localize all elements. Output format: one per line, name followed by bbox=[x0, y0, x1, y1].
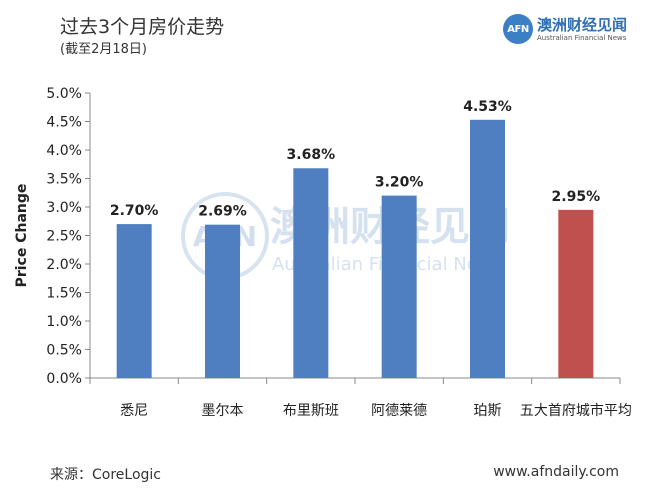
y-tick-label: 1.5% bbox=[46, 286, 82, 302]
chart-subtitle: (截至2月18日) bbox=[60, 42, 147, 57]
chart-title: 过去3个月房价走势 bbox=[60, 16, 225, 38]
data-label: 4.53% bbox=[463, 99, 512, 115]
y-tick-label: 4.5% bbox=[46, 115, 82, 131]
data-label: 2.69% bbox=[198, 204, 247, 220]
x-tick-label: 珀斯 bbox=[474, 403, 502, 419]
source-note: 来源：CoreLogic bbox=[50, 467, 161, 483]
logo-name-cn: 澳洲财经见闻 bbox=[537, 16, 628, 34]
website-link[interactable]: www.afndaily.com bbox=[493, 464, 619, 480]
y-tick-label: 3.5% bbox=[46, 172, 82, 188]
data-label: 2.70% bbox=[110, 203, 159, 219]
x-tick-label: 阿德莱德 bbox=[371, 403, 427, 419]
x-tick-label: 墨尔本 bbox=[202, 403, 244, 419]
y-tick-label: 2.0% bbox=[46, 257, 82, 273]
bar bbox=[558, 209, 594, 378]
bar bbox=[470, 119, 505, 378]
data-label: 3.20% bbox=[375, 175, 424, 191]
x-tick-label: 布里斯班 bbox=[283, 403, 339, 419]
y-tick-label: 1.0% bbox=[46, 314, 82, 330]
data-label: 3.68% bbox=[287, 147, 336, 163]
y-tick-label: 2.5% bbox=[46, 229, 82, 245]
y-tick-label: 3.0% bbox=[46, 200, 82, 216]
bar bbox=[116, 224, 152, 378]
brand-logo: AFN 澳洲财经见闻 Australian Financial News bbox=[503, 12, 633, 48]
afn-logo-icon: AFN bbox=[503, 14, 533, 44]
y-tick-label: 0.5% bbox=[46, 343, 82, 359]
logo-name-en: Australian Financial News bbox=[537, 34, 627, 42]
y-tick-label: 4.0% bbox=[46, 143, 82, 159]
x-tick-label: 悉尼 bbox=[120, 403, 148, 419]
y-tick-label: 5.0% bbox=[46, 86, 82, 102]
y-tick-label: 0.0% bbox=[46, 371, 82, 387]
y-axis-label: Price Change bbox=[14, 184, 30, 288]
x-tick-label: 五大首府城市平均 bbox=[520, 402, 632, 419]
data-label: 2.95% bbox=[552, 189, 601, 205]
bar bbox=[381, 195, 417, 378]
bar bbox=[293, 168, 329, 378]
bar bbox=[205, 224, 240, 378]
